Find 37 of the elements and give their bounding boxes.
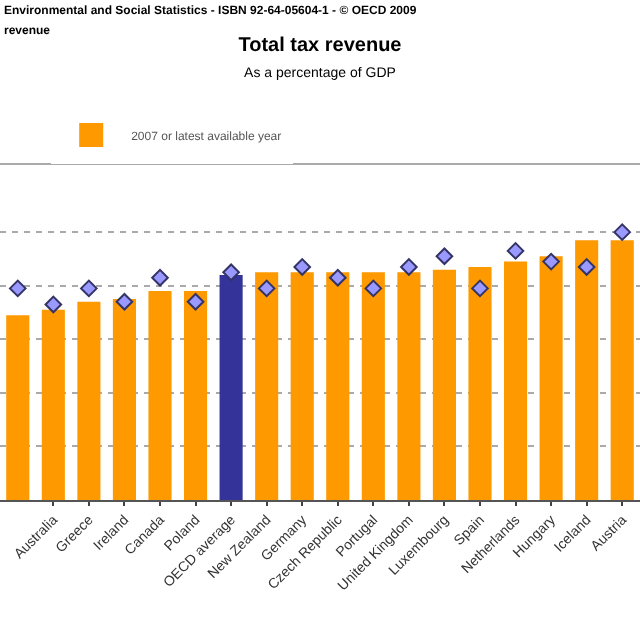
bar: [255, 272, 279, 500]
point: [542, 252, 560, 271]
point: [186, 292, 205, 311]
bar: [112, 299, 136, 500]
point: [80, 279, 98, 298]
bar: [575, 240, 599, 500]
bar: [361, 272, 385, 500]
bar: [184, 291, 208, 500]
point: [435, 247, 454, 266]
chart-title: Total tax revenue: [238, 35, 403, 58]
point: [115, 292, 134, 311]
bar: [432, 269, 456, 500]
point: [577, 258, 596, 276]
point: [364, 279, 383, 298]
bar: [219, 275, 243, 500]
point: [328, 268, 347, 287]
bar: [41, 309, 65, 500]
point: [44, 295, 63, 314]
bar: [504, 261, 528, 500]
point: [151, 268, 169, 287]
point: [613, 223, 632, 241]
bar: [6, 315, 30, 500]
point: [400, 258, 418, 276]
bar: [326, 272, 350, 500]
bar: [77, 301, 101, 500]
bar: [148, 291, 172, 500]
point: [257, 279, 276, 298]
bar: [290, 272, 314, 500]
point: [471, 279, 489, 298]
bar: [539, 256, 563, 500]
point: [506, 242, 525, 260]
bar: [610, 240, 634, 500]
point: [293, 258, 312, 276]
point: [222, 263, 240, 282]
bar: [397, 272, 421, 500]
point: [8, 279, 27, 298]
bar: [468, 266, 492, 500]
